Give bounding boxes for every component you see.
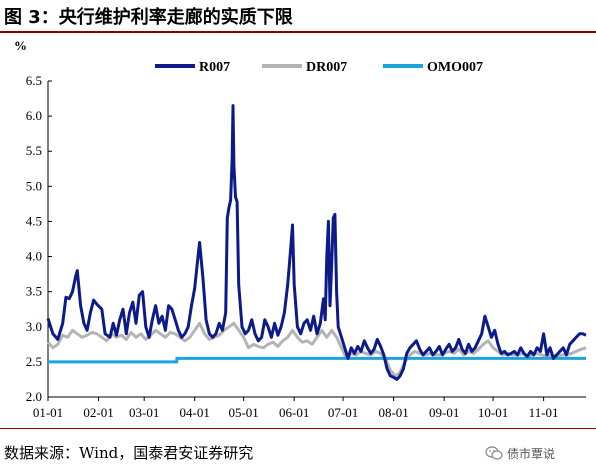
x-tick-label: 06-01 xyxy=(279,405,309,420)
x-tick-label: 03-01 xyxy=(129,405,159,420)
y-tick-label: 4.5 xyxy=(26,213,42,228)
x-tick-label: 08-01 xyxy=(378,405,408,420)
y-axis-unit-layer: % xyxy=(14,38,27,53)
y-tick-label: 4.0 xyxy=(26,249,42,264)
legend-label-dr007: DR007 xyxy=(306,60,347,75)
wechat-icon xyxy=(485,446,503,460)
tick-labels: 2.0 2.5 3.0 3.5 4.0 4.5 5.0 5.5 6.0 6.5 01-01 02-01… xyxy=(26,73,559,420)
legend-label-omo007: OMO007 xyxy=(427,60,483,75)
y-tick-label: 5.0 xyxy=(26,178,42,193)
x-tick-label: 11-01 xyxy=(529,405,559,420)
y-tick-label: 6.5 xyxy=(26,73,42,88)
y-tick-label: 3.5 xyxy=(26,284,42,299)
legend: R007 DR007 OMO007 xyxy=(155,60,483,75)
series-line-dr007 xyxy=(46,321,587,378)
watermark-text: 债市覃说 xyxy=(507,446,556,461)
bottom-divider xyxy=(0,428,596,429)
y-tick-label: 5.5 xyxy=(26,143,42,158)
watermark: 债市覃说 xyxy=(485,442,555,464)
y-tick-label: 2.0 xyxy=(26,389,42,404)
source-note: 数据来源：Wind，国泰君安证券研究 xyxy=(4,444,254,462)
x-tick-label: 10-01 xyxy=(478,405,508,420)
y-tick-label: 6.0 xyxy=(26,108,42,123)
y-axis-unit: % xyxy=(14,38,27,53)
y-tick-label: 2.5 xyxy=(26,354,42,369)
x-tick-label: 09-01 xyxy=(429,405,459,420)
series-line-omo007 xyxy=(48,356,586,364)
x-tick-label: 04-01 xyxy=(180,405,210,420)
line-chart: % R007 DR007 OMO007 2.0 2.5 3.0 3.5 4.0 4.5 5.0 5… xyxy=(14,38,587,420)
x-tick-label: 02-01 xyxy=(83,405,113,420)
figure-title: 图 3：央行维护利率走廊的实质下限 xyxy=(4,7,293,28)
x-tick-label: 07-01 xyxy=(328,405,358,420)
x-tick-label: 01-01 xyxy=(33,405,63,420)
series-lines xyxy=(46,104,587,381)
title-divider xyxy=(0,31,596,33)
legend-label-r007: R007 xyxy=(199,60,230,75)
y-tick-label: 3.0 xyxy=(26,319,42,334)
x-tick-label: 05-01 xyxy=(228,405,258,420)
series-line-r007 xyxy=(46,104,587,381)
figure-title-bar: 图 3：央行维护利率走廊的实质下限 xyxy=(0,0,596,30)
